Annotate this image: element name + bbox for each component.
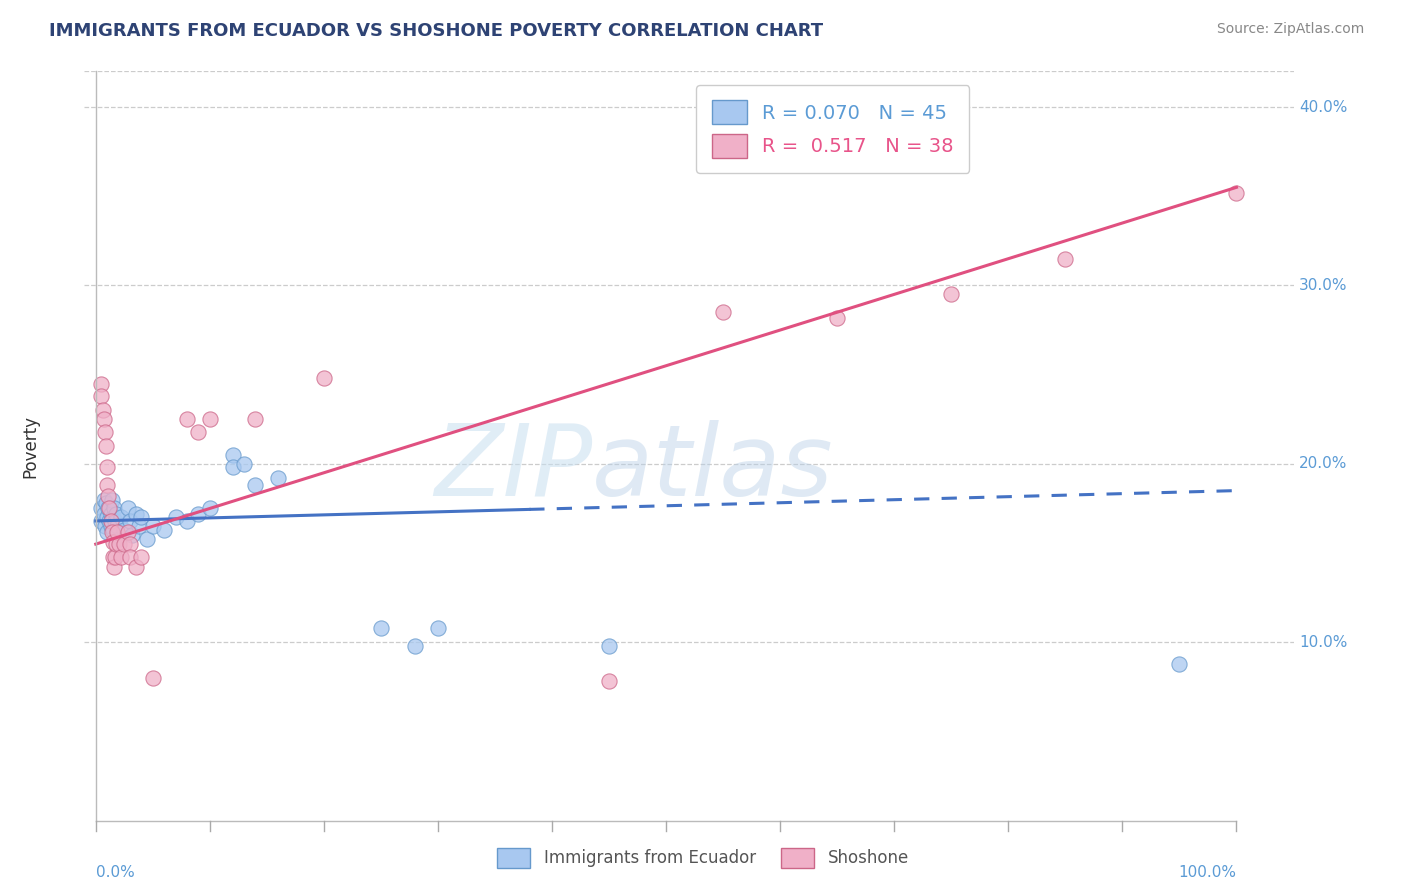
Point — [90, 376, 112, 391]
Point — [245, 412, 267, 426]
Point — [93, 507, 115, 521]
Point — [427, 621, 450, 635]
Point — [107, 519, 129, 533]
Point — [221, 460, 243, 475]
Point — [221, 448, 243, 462]
Point — [187, 425, 209, 439]
Text: 20.0%: 20.0% — [1299, 457, 1347, 471]
Point — [176, 412, 198, 426]
Point — [153, 523, 176, 537]
Point — [105, 507, 128, 521]
Point — [101, 549, 124, 564]
Text: 10.0%: 10.0% — [1299, 635, 1347, 649]
Point — [131, 549, 153, 564]
Point — [93, 412, 115, 426]
Point — [100, 492, 122, 507]
Point — [110, 549, 132, 564]
Point — [100, 507, 122, 521]
Point — [96, 460, 118, 475]
Text: 0.0%: 0.0% — [96, 865, 135, 880]
Point — [94, 425, 117, 439]
Point — [233, 457, 256, 471]
Point — [125, 507, 148, 521]
Point — [90, 389, 112, 403]
Point — [94, 439, 117, 453]
Point — [711, 305, 734, 319]
Point — [100, 514, 122, 528]
Point — [97, 489, 120, 503]
Text: 100.0%: 100.0% — [1178, 865, 1236, 880]
Point — [198, 412, 221, 426]
Point — [103, 560, 125, 574]
Point — [104, 514, 127, 528]
Point — [100, 519, 122, 533]
Point — [107, 524, 129, 539]
Point — [941, 287, 963, 301]
Point — [312, 371, 335, 385]
Point — [101, 535, 124, 549]
Point — [187, 507, 209, 521]
Point — [198, 501, 221, 516]
Point — [1168, 657, 1191, 671]
Point — [118, 537, 141, 551]
Point — [136, 532, 159, 546]
Text: IMMIGRANTS FROM ECUADOR VS SHOSHONE POVERTY CORRELATION CHART: IMMIGRANTS FROM ECUADOR VS SHOSHONE POVE… — [49, 22, 824, 40]
Point — [267, 471, 290, 485]
Point — [112, 537, 135, 551]
Point — [128, 519, 150, 533]
Point — [98, 501, 121, 516]
Point — [105, 537, 128, 551]
Point — [98, 514, 121, 528]
Point — [107, 537, 129, 551]
Point — [94, 496, 117, 510]
Point — [96, 478, 118, 492]
Point — [118, 514, 141, 528]
Point — [93, 492, 115, 507]
Text: 40.0%: 40.0% — [1299, 100, 1347, 114]
Point — [90, 514, 112, 528]
Point — [125, 560, 148, 574]
Point — [165, 510, 187, 524]
Legend: Immigrants from Ecuador, Shoshone: Immigrants from Ecuador, Shoshone — [491, 841, 915, 875]
Point — [96, 524, 118, 539]
Point — [100, 524, 122, 539]
Point — [103, 501, 125, 516]
Point — [176, 514, 198, 528]
Point — [404, 639, 426, 653]
Point — [118, 549, 141, 564]
Point — [825, 310, 848, 325]
Legend: R = 0.070   N = 45, R =  0.517   N = 38: R = 0.070 N = 45, R = 0.517 N = 38 — [696, 85, 969, 173]
Point — [91, 403, 114, 417]
Point — [110, 510, 132, 524]
Text: atlas: atlas — [592, 420, 834, 517]
Point — [142, 519, 165, 533]
Point — [121, 528, 143, 542]
Point — [90, 501, 112, 516]
Point — [94, 519, 117, 533]
Point — [101, 523, 124, 537]
Point — [117, 501, 139, 516]
Point — [101, 510, 124, 524]
Text: 30.0%: 30.0% — [1299, 278, 1348, 293]
Point — [131, 510, 153, 524]
Point — [370, 621, 392, 635]
Point — [598, 674, 620, 689]
Point — [117, 524, 139, 539]
Point — [245, 478, 267, 492]
Text: ZIP: ZIP — [434, 420, 592, 517]
Point — [107, 532, 129, 546]
Point — [97, 501, 120, 516]
Text: Source: ZipAtlas.com: Source: ZipAtlas.com — [1216, 22, 1364, 37]
Point — [598, 639, 620, 653]
Point — [96, 510, 118, 524]
Point — [1054, 252, 1077, 266]
Text: Poverty: Poverty — [21, 415, 39, 477]
Point — [142, 671, 165, 685]
Point — [104, 549, 127, 564]
Point — [112, 523, 135, 537]
Point — [1225, 186, 1247, 200]
